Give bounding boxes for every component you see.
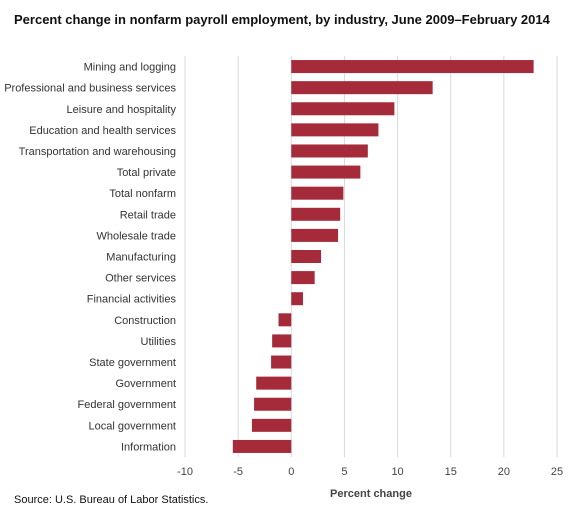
x-tick-label: 20	[498, 466, 510, 478]
bar	[291, 250, 322, 263]
bar	[251, 418, 292, 432]
bar	[291, 123, 379, 137]
bar	[278, 313, 292, 327]
category-label: State government	[89, 357, 176, 369]
category-label: Total private	[117, 167, 176, 179]
category-label: Transportation and warehousing	[19, 146, 176, 158]
category-label: Information	[121, 441, 176, 453]
category-label: Education and health services	[29, 125, 176, 137]
category-label: Leisure and hospitality	[67, 104, 177, 116]
x-tick-label: 10	[391, 466, 403, 478]
bar	[291, 144, 368, 158]
x-tick-label: 25	[551, 466, 563, 478]
category-label: Construction	[114, 315, 176, 327]
category-label: Utilities	[141, 336, 177, 348]
x-tick-label: -5	[233, 466, 243, 478]
bar	[291, 60, 534, 74]
category-label: Professional and business services	[4, 83, 176, 95]
bar	[291, 207, 341, 221]
bar	[291, 228, 339, 242]
category-label: Local government	[89, 420, 176, 432]
x-axis-title: Percent change	[330, 488, 412, 500]
x-tick-label: 5	[341, 466, 347, 478]
bar	[256, 376, 292, 390]
bar	[291, 102, 395, 116]
x-tick-label: 0	[288, 466, 294, 478]
bar	[291, 81, 433, 95]
category-labels: Mining and logging Professional and busin…	[4, 62, 176, 454]
category-label: Government	[115, 378, 176, 390]
x-tick-label: 15	[445, 466, 457, 478]
bar	[291, 165, 361, 179]
category-label: Retail trade	[120, 209, 176, 221]
category-label: Manufacturing	[106, 252, 176, 264]
category-label: Financial activities	[87, 294, 177, 306]
x-tick-label: -10	[177, 466, 193, 478]
gridlines	[184, 56, 558, 457]
bar	[271, 355, 292, 369]
category-label: Wholesale trade	[97, 230, 177, 242]
category-label: Other services	[105, 273, 176, 285]
bar	[272, 334, 292, 348]
category-label: Federal government	[78, 399, 176, 411]
category-label: Mining and logging	[84, 62, 176, 74]
chart-source: Source: U.S. Bureau of Labor Statistics.	[14, 494, 209, 506]
x-tick-labels: -10 -5 0 5 10 15 20 25	[177, 466, 563, 478]
bar	[291, 186, 344, 200]
bars	[232, 60, 534, 453]
bar	[291, 271, 315, 285]
category-label: Total nonfarm	[109, 188, 176, 200]
bar	[232, 439, 292, 453]
bar	[254, 397, 292, 411]
chart-title: Percent change in nonfarm payroll employ…	[14, 12, 550, 27]
bar	[291, 292, 303, 306]
